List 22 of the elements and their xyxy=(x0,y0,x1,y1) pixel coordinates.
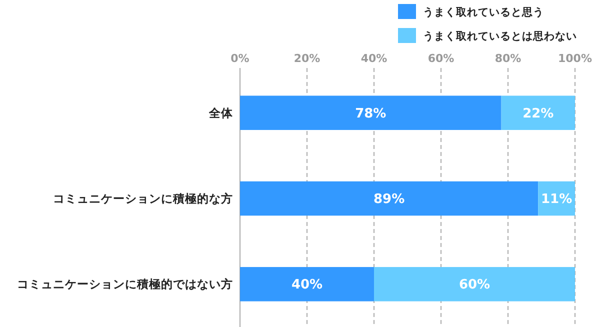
bar xyxy=(240,96,502,130)
bar xyxy=(374,267,575,302)
data-label: 22% xyxy=(522,106,554,122)
x-tick-label: 100% xyxy=(558,52,592,65)
legend-label: うまく取れていると思う xyxy=(423,6,544,19)
y-tick-label: 全体 xyxy=(208,106,234,120)
data-label: 89% xyxy=(374,192,405,208)
bar xyxy=(240,267,374,302)
legend-label: うまく取れているとは思わない xyxy=(423,30,577,43)
y-tick-label: コミュニケーションに積極的な方 xyxy=(53,192,233,206)
bar xyxy=(240,181,538,216)
y-tick-label: コミュニケーションに積極的ではない方 xyxy=(17,277,233,292)
bar xyxy=(501,96,575,130)
x-tick-label: 60% xyxy=(428,52,454,65)
data-label: 11% xyxy=(541,192,572,208)
x-tick-label: 80% xyxy=(494,52,522,65)
data-label: 40% xyxy=(291,278,323,293)
x-tick-label: 20% xyxy=(294,52,320,65)
x-tick-label: 40% xyxy=(360,52,388,65)
data-label: 60% xyxy=(458,278,490,293)
x-tick-label: 0% xyxy=(230,52,250,65)
data-label: 78% xyxy=(355,106,386,122)
